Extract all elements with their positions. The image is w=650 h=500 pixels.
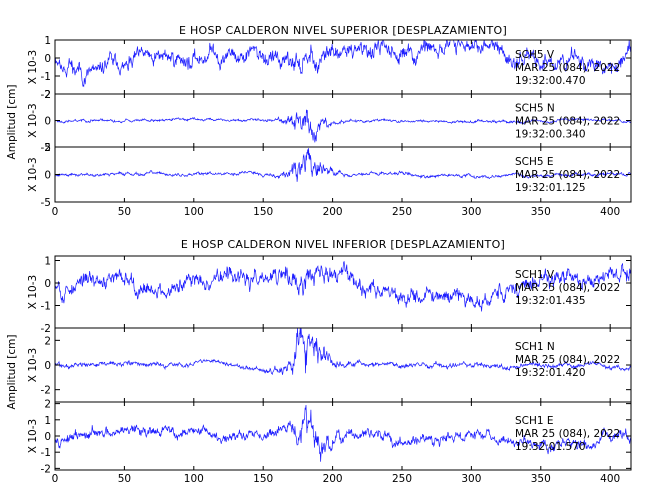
y-tick-label: 0 [44, 278, 51, 290]
x-tick-label: 50 [118, 473, 131, 485]
x-tick-label: 150 [253, 206, 273, 218]
y-tick-label: 5 [44, 142, 51, 154]
waveform-line [54, 260, 632, 312]
start-time-label: 19:32:01.420 [515, 367, 586, 379]
waveform-line [54, 39, 632, 88]
y-tick-label: -2 [41, 89, 51, 101]
waveform-line [54, 148, 632, 182]
y-tick-label: 1 [44, 256, 51, 268]
start-time-label: 19:32:00.470 [515, 75, 586, 87]
date-label: MAR 25 (084), 2022 [515, 428, 620, 440]
waveform-line [54, 404, 632, 462]
scale-label: X 10-3 [27, 50, 39, 84]
date-label: MAR 25 (084), 2022 [515, 169, 620, 181]
scale-label: X 10-3 [27, 157, 39, 191]
y-tick-label: 1 [44, 415, 51, 427]
y-tick-label: 2 [44, 89, 51, 101]
x-tick-label: 0 [52, 206, 59, 218]
x-tick-label: 0 [52, 473, 59, 485]
y-axis-label: Amplitud [cm] [6, 335, 18, 410]
y-tick-label: 0 [44, 116, 51, 128]
upper-level-chart: E HOSP CALDERON NIVEL SUPERIOR [DESPLAZA… [6, 24, 632, 218]
station-label: SCH1 V [515, 269, 555, 281]
scale-label: X 10-3 [27, 419, 39, 453]
chart-title: E HOSP CALDERON NIVEL INFERIOR [DESPLAZA… [181, 238, 505, 251]
x-tick-label: 50 [118, 206, 131, 218]
y-tick-label: 0 [44, 431, 51, 443]
y-tick-label: -2 [41, 142, 51, 154]
y-tick-label: -2 [41, 323, 51, 335]
station-label: SCH1 N [515, 341, 555, 353]
start-time-label: 19:32:01.435 [515, 295, 586, 307]
x-tick-label: 400 [600, 206, 620, 218]
x-tick-label: 200 [323, 473, 343, 485]
y-tick-label: -2 [41, 463, 51, 475]
x-tick-label: 250 [392, 473, 412, 485]
x-tick-label: 100 [184, 206, 204, 218]
x-tick-label: 400 [600, 473, 620, 485]
waveform-line [54, 109, 632, 143]
x-tick-label: 150 [253, 473, 273, 485]
date-label: MAR 25 (084), 2022 [515, 115, 620, 127]
y-tick-label: 2 [44, 399, 51, 411]
y-tick-label: 0 [44, 53, 51, 65]
x-tick-label: 300 [461, 206, 481, 218]
x-tick-label: 250 [392, 206, 412, 218]
station-label: SCH5 V [515, 49, 555, 61]
y-tick-label: -2 [41, 385, 51, 397]
date-label: MAR 25 (084), 2022 [515, 62, 620, 74]
scale-label: X 10-3 [27, 103, 39, 137]
x-tick-label: 100 [184, 473, 204, 485]
station-label: SCH5 N [515, 102, 555, 114]
y-axis-label: Amplitud [cm] [6, 85, 18, 160]
start-time-label: 19:32:01.570 [515, 441, 586, 453]
x-tick-label: 350 [531, 473, 551, 485]
y-tick-label: -1 [41, 301, 51, 313]
date-label: MAR 25 (084), 2022 [515, 354, 620, 366]
lower-level-chart: E HOSP CALDERON NIVEL INFERIOR [DESPLAZA… [6, 238, 632, 485]
y-tick-label: 1 [44, 35, 51, 47]
y-tick-label: 0 [44, 360, 51, 372]
station-label: SCH5 E [515, 156, 554, 168]
y-tick-label: 2 [44, 335, 51, 347]
start-time-label: 19:32:00.340 [515, 128, 586, 140]
y-tick-label: -1 [41, 447, 51, 459]
station-label: SCH1 E [515, 415, 554, 427]
y-tick-label: 0 [44, 170, 51, 182]
scale-label: X 10-3 [27, 275, 39, 309]
y-tick-label: -1 [41, 71, 51, 83]
x-tick-label: 350 [531, 206, 551, 218]
x-tick-label: 200 [323, 206, 343, 218]
waveform-line [54, 327, 632, 376]
chart-title: E HOSP CALDERON NIVEL SUPERIOR [DESPLAZA… [179, 24, 507, 37]
date-label: MAR 25 (084), 2022 [515, 282, 620, 294]
scale-label: X 10-3 [27, 348, 39, 382]
y-tick-label: -5 [41, 197, 51, 209]
x-tick-label: 300 [461, 473, 481, 485]
start-time-label: 19:32:01.125 [515, 182, 586, 194]
